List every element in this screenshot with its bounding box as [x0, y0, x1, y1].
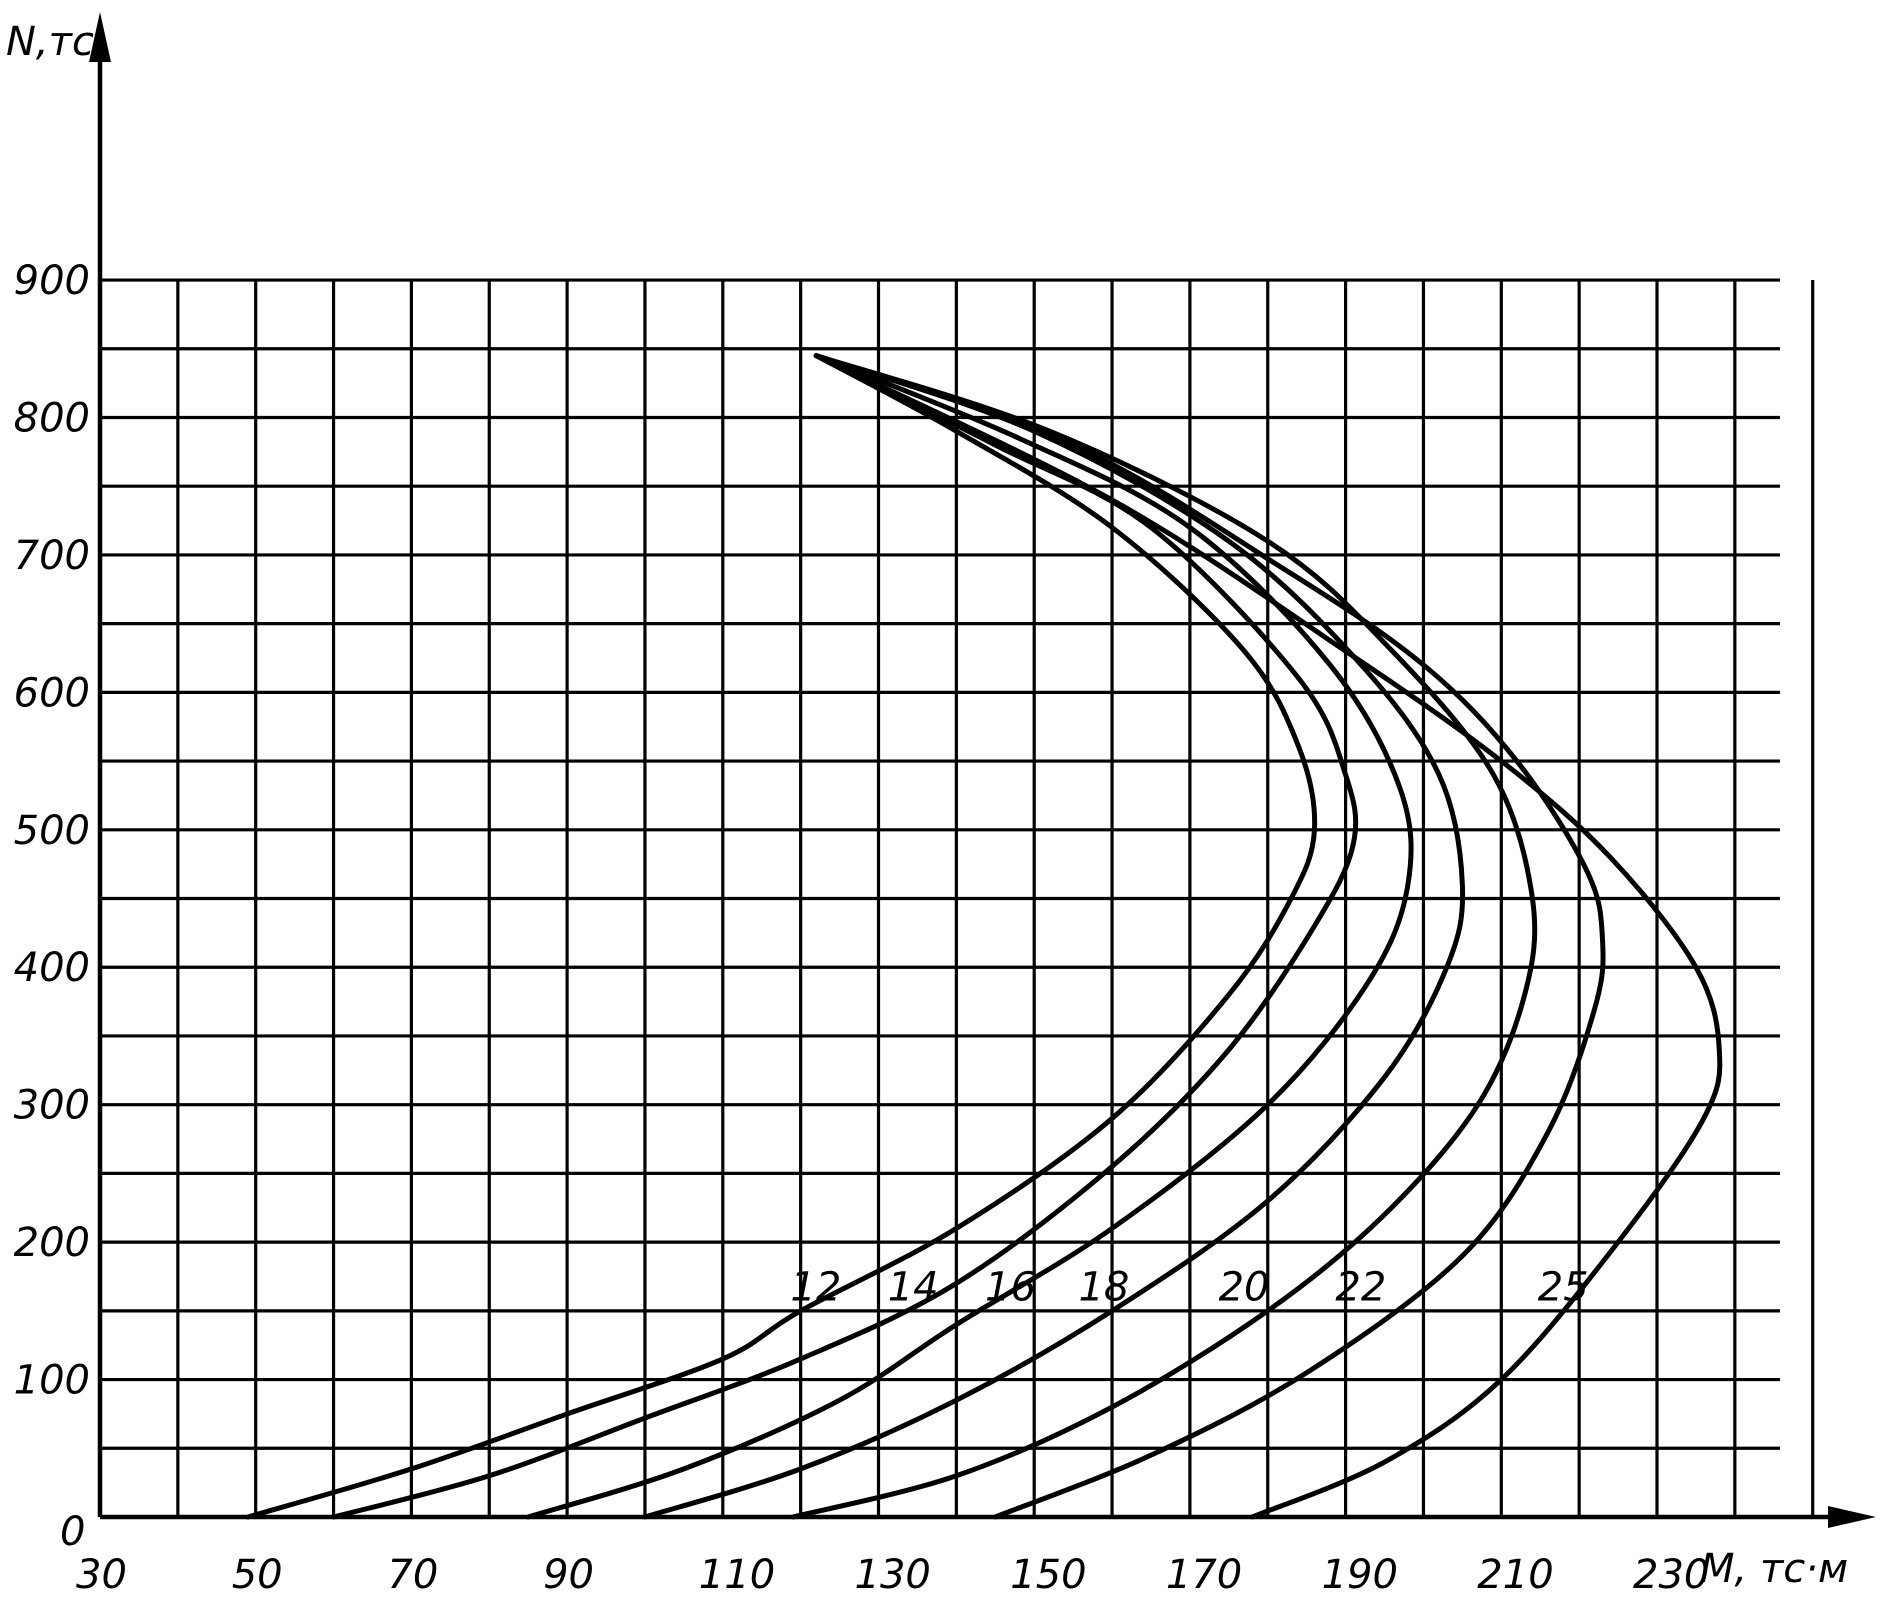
- y-axis-title: N,тс: [6, 19, 94, 65]
- curve-label-18: 18: [1078, 1265, 1129, 1311]
- series-curve-12: [245, 353, 1318, 1520]
- x-tick-label: 190: [1322, 1552, 1398, 1598]
- series-curve-18: [642, 353, 1466, 1520]
- curve-label-25: 25: [1538, 1265, 1589, 1311]
- x-tick-label: 210: [1477, 1552, 1553, 1598]
- x-tick-label: 70: [387, 1552, 438, 1598]
- x-axis-title: M, тс·м: [1700, 1546, 1848, 1592]
- series-curve-22: [813, 353, 1606, 1520]
- y-tick-label: 300: [14, 1083, 90, 1129]
- series-curve-20: [790, 353, 1538, 1520]
- curve-label-20: 20: [1219, 1265, 1270, 1311]
- x-tick-label: 50: [232, 1552, 283, 1598]
- y-tick-label: 200: [14, 1220, 90, 1266]
- x-tick-labels: 30 50 70 90 110 130 150 170 190 210 230: [76, 1552, 1709, 1598]
- curve-label-16: 16: [985, 1265, 1036, 1311]
- x-tick-label: 90: [543, 1552, 594, 1598]
- series-curves: [245, 353, 1723, 1520]
- curve-label-14: 14: [888, 1265, 939, 1311]
- series-curve-16: [525, 353, 1414, 1520]
- y-tick-label: 800: [14, 395, 90, 441]
- x-axis-arrow-icon: [1828, 1506, 1876, 1528]
- x-tick-label: 170: [1166, 1552, 1242, 1598]
- y-tick-labels: 100 200 300 400 500 600 700 800 900: [14, 258, 90, 1404]
- origin-label: 0: [60, 1509, 85, 1555]
- y-tick-label: 100: [14, 1358, 90, 1404]
- curve-label-22: 22: [1335, 1265, 1386, 1311]
- series-curve-25: [813, 353, 1723, 1520]
- curve-labels: 12 14 16 18 20 22 25: [790, 1265, 1588, 1311]
- y-axis-arrow-icon: [89, 12, 111, 62]
- x-tick-label: 150: [1010, 1552, 1086, 1598]
- series-curve-14: [331, 353, 1359, 1520]
- axes: N,тс M, тс·м 0: [6, 12, 1876, 1592]
- y-tick-label: 700: [14, 533, 90, 579]
- x-tick-label: 230: [1633, 1552, 1709, 1598]
- x-tick-label: 30: [76, 1552, 127, 1598]
- x-tick-label: 130: [855, 1552, 931, 1598]
- y-tick-label: 500: [14, 808, 90, 854]
- y-tick-label: 900: [14, 258, 90, 304]
- y-tick-label: 400: [14, 945, 90, 991]
- x-tick-label: 110: [699, 1552, 775, 1598]
- y-tick-label: 600: [14, 670, 90, 716]
- curve-label-12: 12: [790, 1265, 841, 1311]
- grid: [98, 278, 1815, 1517]
